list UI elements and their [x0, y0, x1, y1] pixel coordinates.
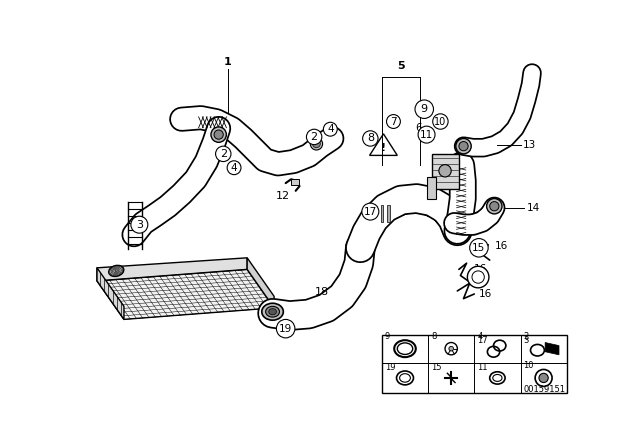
Circle shape [470, 238, 488, 257]
Text: 1: 1 [224, 57, 232, 67]
Circle shape [363, 131, 378, 146]
Text: 2: 2 [220, 149, 227, 159]
Polygon shape [369, 134, 397, 155]
Polygon shape [97, 269, 274, 319]
Text: 15: 15 [472, 243, 486, 253]
Text: 2: 2 [524, 332, 529, 340]
Text: 17: 17 [364, 207, 377, 217]
Circle shape [307, 129, 322, 145]
Text: 17: 17 [477, 336, 488, 345]
Text: 9: 9 [385, 332, 390, 340]
Text: 16: 16 [479, 289, 492, 299]
Text: 8: 8 [367, 134, 374, 143]
Circle shape [439, 165, 451, 177]
Circle shape [418, 126, 435, 143]
Circle shape [415, 100, 433, 118]
Ellipse shape [266, 306, 280, 317]
Circle shape [362, 203, 379, 220]
Ellipse shape [262, 303, 284, 320]
Circle shape [490, 202, 499, 211]
Text: 7: 7 [390, 116, 397, 126]
Ellipse shape [269, 309, 276, 315]
Circle shape [310, 138, 323, 150]
Text: 3: 3 [524, 336, 529, 345]
Text: 16: 16 [495, 241, 508, 251]
Circle shape [312, 140, 320, 148]
Circle shape [211, 127, 227, 142]
Bar [387, 205, 390, 222]
Text: 11: 11 [477, 363, 488, 372]
Circle shape [131, 216, 148, 233]
Bar [381, 205, 383, 222]
Text: 3: 3 [136, 220, 143, 230]
Ellipse shape [109, 265, 124, 276]
Circle shape [449, 346, 454, 351]
Text: 18: 18 [315, 288, 329, 297]
FancyBboxPatch shape [432, 154, 459, 189]
Circle shape [433, 114, 448, 129]
Circle shape [323, 122, 337, 136]
Text: 00159151: 00159151 [523, 385, 565, 394]
Circle shape [456, 138, 471, 154]
Text: 16: 16 [474, 264, 488, 274]
Text: 12: 12 [276, 191, 291, 201]
Text: 8: 8 [431, 332, 436, 341]
Polygon shape [247, 258, 274, 308]
Circle shape [539, 373, 548, 383]
Circle shape [467, 266, 489, 288]
Text: 19: 19 [385, 363, 396, 372]
Polygon shape [97, 268, 124, 319]
FancyBboxPatch shape [427, 177, 436, 198]
Circle shape [227, 161, 241, 175]
Text: 2: 2 [310, 132, 317, 142]
Circle shape [459, 142, 468, 151]
Text: 14: 14 [527, 203, 540, 213]
Text: 4: 4 [231, 163, 237, 173]
Text: 9: 9 [420, 104, 428, 114]
Bar [291, 179, 299, 185]
Circle shape [276, 319, 295, 338]
Text: 13: 13 [523, 140, 536, 150]
Circle shape [387, 115, 401, 129]
Text: 15: 15 [431, 363, 442, 372]
Text: 4: 4 [477, 332, 483, 340]
Circle shape [214, 130, 223, 139]
Polygon shape [97, 258, 247, 281]
Text: 4: 4 [327, 124, 333, 134]
Circle shape [216, 146, 231, 162]
Text: 10: 10 [435, 116, 447, 126]
Text: 19: 19 [279, 323, 292, 334]
Text: !: ! [381, 143, 386, 153]
Polygon shape [545, 343, 559, 355]
Bar [382, 335, 566, 392]
Text: 11: 11 [420, 129, 433, 140]
Text: 6: 6 [415, 123, 421, 133]
Circle shape [486, 198, 502, 214]
Circle shape [535, 370, 552, 386]
Text: 5: 5 [397, 60, 405, 71]
Text: 10: 10 [524, 361, 534, 370]
